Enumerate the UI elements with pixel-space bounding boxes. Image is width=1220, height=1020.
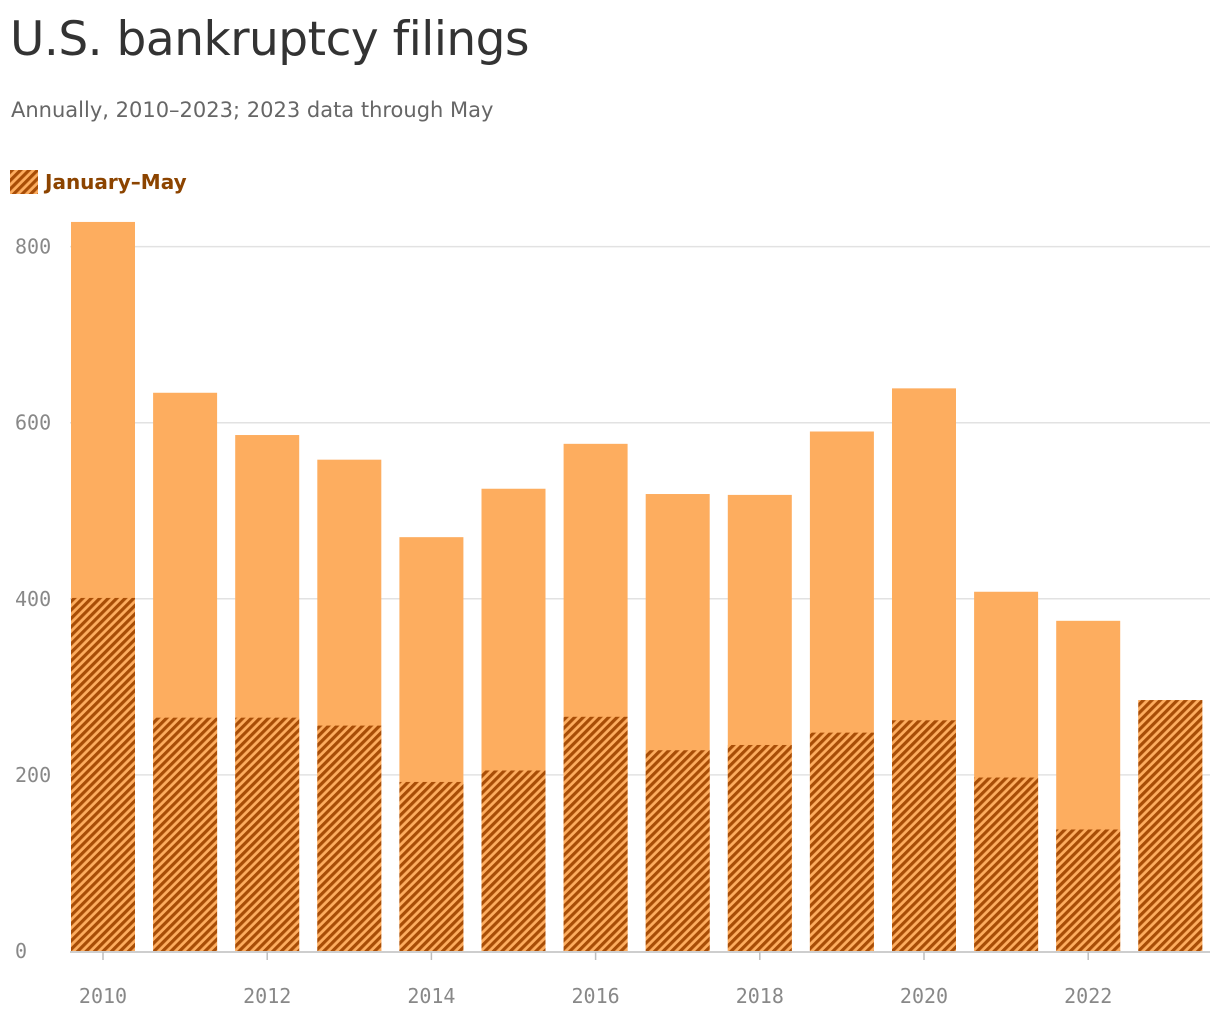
bar-jan-may-2015 [481,770,546,951]
chart-legend: January–May [10,170,187,194]
chart-subtitle: Annually, 2010–2023; 2023 data through M… [11,98,494,122]
y-tick-label: 800 [15,235,51,259]
bars [71,221,1203,952]
x-tick-label: 2010 [79,984,127,1008]
bar-jan-may-2020 [892,720,956,951]
bar-jan-may-2018 [727,744,792,951]
bar-jan-may-2016 [563,716,628,951]
hatched-swatch-icon [10,170,38,194]
bar-jan-may-2011 [153,717,218,951]
x-tick-label: 2016 [572,984,620,1008]
x-tick-label: 2012 [243,984,291,1008]
bar-jan-may-2013 [317,725,382,951]
bar-jan-may-2017 [645,750,710,951]
x-tick-label: 2018 [736,984,784,1008]
bar-jan-may-2014 [399,781,464,951]
bar-jan-may-2022 [1056,829,1121,951]
bar-jan-may-2023 [1138,700,1203,951]
bar-jan-may-2010 [71,597,135,951]
x-tick-label: 2014 [407,984,455,1008]
y-tick-label: 0 [15,939,27,963]
x-tick-label: 2020 [900,984,948,1008]
chart-title: U.S. bankruptcy filings [10,12,530,67]
legend-label-jan-may: January–May [45,170,187,194]
bar-jan-may-2019 [809,732,874,951]
y-tick-label: 400 [15,587,51,611]
axes: 0 200 400 600 800 2010 2012 2014 2016 2018 2020 202… [15,235,1210,1008]
bar-jan-may-2012 [235,717,300,951]
x-tick-label: 2022 [1064,984,1112,1008]
y-tick-label: 200 [15,763,51,787]
bar-jan-may-2021 [974,777,1039,951]
y-tick-label: 600 [15,411,51,435]
